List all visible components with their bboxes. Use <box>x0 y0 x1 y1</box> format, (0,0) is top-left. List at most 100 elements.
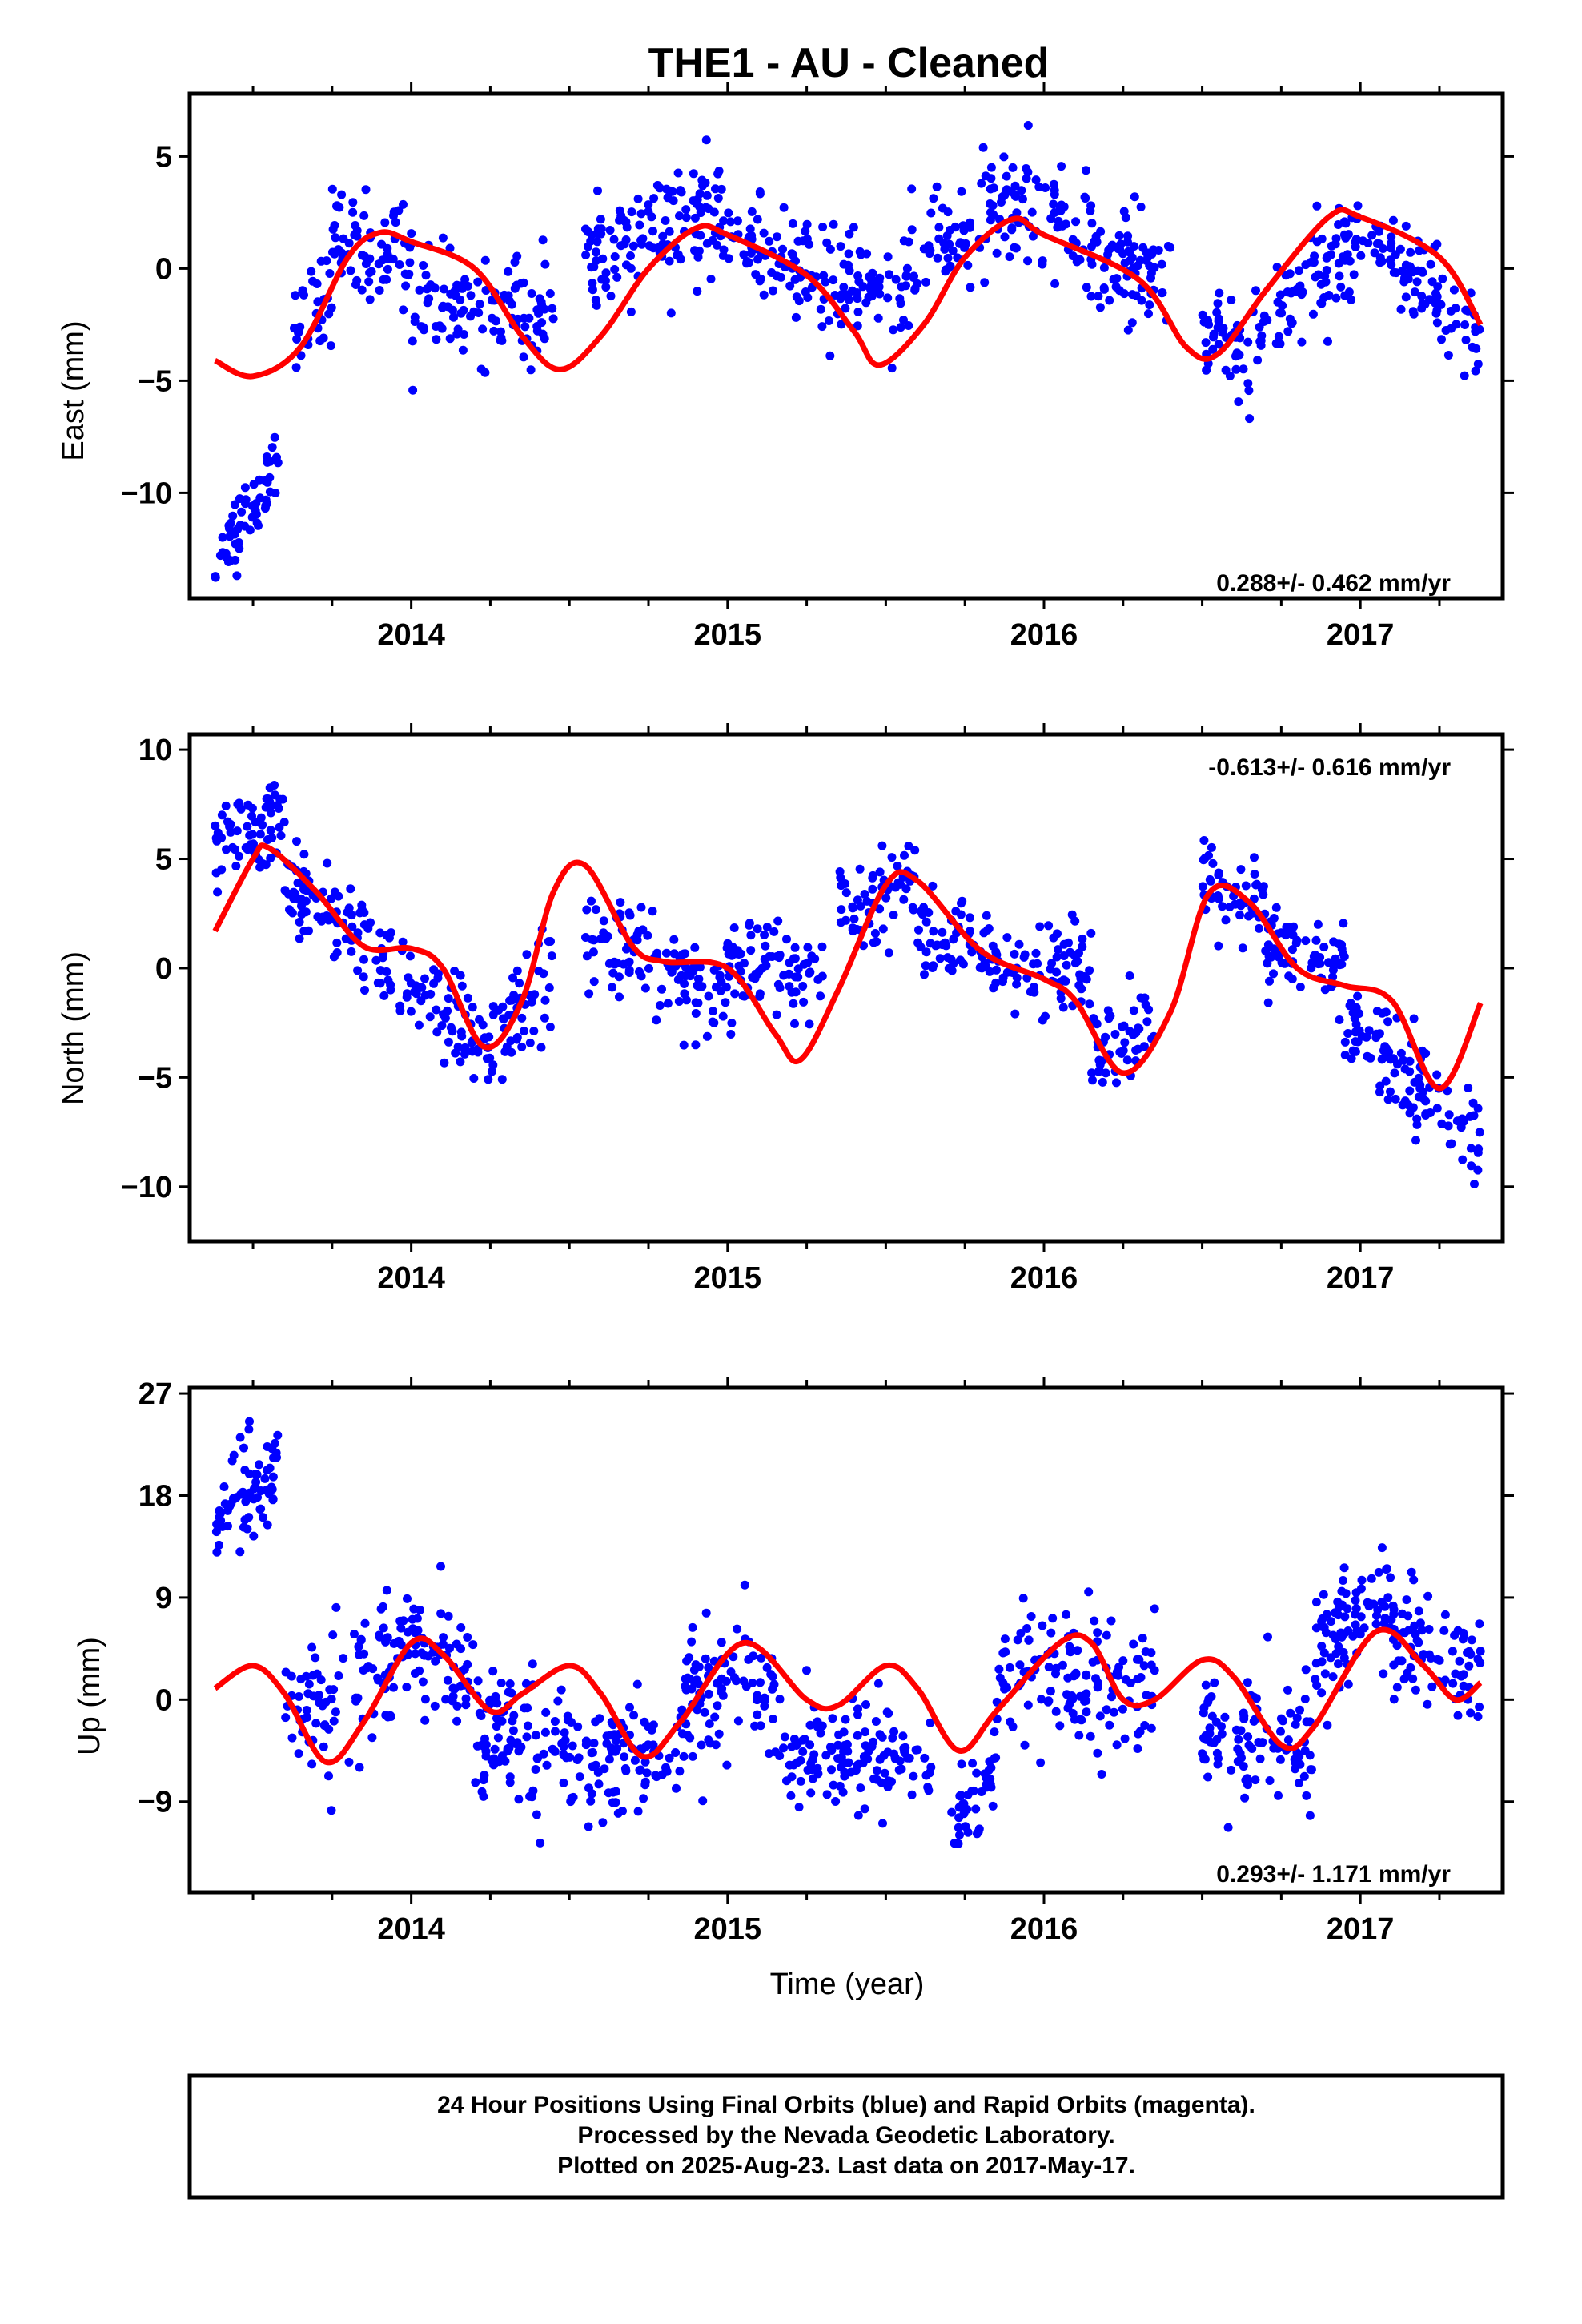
up-data-point <box>903 1753 913 1763</box>
up-data-point <box>249 1494 259 1504</box>
north-data-point <box>1002 933 1012 943</box>
up-data-point <box>1383 1564 1391 1574</box>
east-data-point <box>669 196 678 206</box>
up-data-point <box>567 1718 576 1727</box>
up-data-point <box>560 1728 569 1738</box>
east-data-point <box>837 290 846 300</box>
up-data-point <box>1274 1791 1283 1800</box>
up-data-point <box>620 1752 629 1762</box>
up-data-point <box>319 1742 328 1751</box>
up-data-point <box>1302 1791 1311 1800</box>
north-data-point <box>805 968 814 978</box>
up-data-point <box>899 1743 909 1753</box>
up-data-point <box>412 1614 422 1623</box>
east-data-point <box>1312 237 1322 247</box>
north-data-point <box>640 983 650 993</box>
north-data-point <box>1052 952 1062 962</box>
up-data-point <box>430 1701 440 1711</box>
east-data-point <box>245 525 255 535</box>
east-data-point <box>232 571 242 581</box>
north-data-point <box>947 966 957 975</box>
up-data-point <box>1317 1688 1327 1698</box>
up-data-point <box>1467 1635 1476 1645</box>
north-data-point <box>1117 1049 1126 1058</box>
east-data-point <box>981 171 990 181</box>
north-data-point <box>231 862 241 870</box>
east-data-point <box>1253 356 1263 365</box>
up-data-point <box>1343 1679 1353 1689</box>
up-data-point <box>1317 1617 1327 1626</box>
east-data-point <box>772 271 781 281</box>
north-data-point <box>1375 1029 1384 1039</box>
east-data-point <box>1353 201 1363 211</box>
east-data-point <box>1239 364 1248 374</box>
east-data-point <box>779 203 789 212</box>
north-data-point <box>517 1042 527 1051</box>
north-data-point <box>360 986 369 995</box>
north-rate-label: -0.613+/- 0.616 mm/yr <box>1208 754 1451 781</box>
east-data-point <box>1198 310 1207 320</box>
north-data-point <box>243 822 252 831</box>
up-data-point <box>1086 1731 1095 1741</box>
up-data-point <box>816 1728 825 1738</box>
north-data-point <box>1319 943 1329 952</box>
up-data-point <box>1112 1740 1122 1750</box>
up-data-point <box>834 1730 844 1739</box>
north-data-point <box>211 834 221 843</box>
north-data-point <box>785 982 794 991</box>
up-data-point <box>1439 1626 1449 1635</box>
up-data-point <box>268 1472 278 1482</box>
north-data-point <box>726 1030 736 1039</box>
east-data-point <box>327 184 337 194</box>
east-data-point <box>237 507 247 517</box>
east-data-point <box>1387 232 1396 242</box>
up-data-point <box>1075 1691 1085 1701</box>
up-data-point <box>1251 1775 1260 1785</box>
north-data-point <box>1056 994 1066 1003</box>
east-data-point <box>307 267 316 276</box>
north-data-point <box>711 983 721 992</box>
east-data-point <box>1451 304 1460 313</box>
north-data-point <box>636 903 646 912</box>
up-data-point <box>220 1499 230 1509</box>
north-data-point <box>977 963 986 973</box>
north-data-point <box>330 887 339 897</box>
north-data-point <box>366 918 375 927</box>
up-data-point <box>1423 1591 1433 1601</box>
north-data-point <box>398 937 408 947</box>
north-data-point <box>1383 1095 1393 1104</box>
north-data-point <box>429 965 439 975</box>
east-data-point <box>921 277 930 287</box>
up-data-point <box>1217 1722 1226 1731</box>
north-data-point <box>1468 1098 1478 1108</box>
north-data-point <box>856 901 865 911</box>
east-data-point <box>315 336 325 346</box>
east-data-point <box>540 259 550 269</box>
north-data-point <box>893 862 902 870</box>
up-data-point <box>1305 1811 1315 1820</box>
up-data-point <box>304 1679 314 1689</box>
up-data-point <box>675 1767 685 1776</box>
east-data-point <box>1356 251 1366 260</box>
up-data-point <box>522 1732 532 1742</box>
east-data-point <box>909 273 918 282</box>
east-data-point <box>948 246 958 255</box>
east-data-point <box>790 275 800 284</box>
up-data-point <box>789 1760 798 1770</box>
east-data-point <box>693 287 702 296</box>
up-data-point <box>629 1711 639 1720</box>
up-data-point <box>461 1694 471 1703</box>
north-data-point <box>1134 1024 1144 1034</box>
north-data-point <box>900 850 909 860</box>
east-panel: East (mm) 0.288+/- 0.462 mm/yr 50−10−520… <box>57 82 1514 652</box>
north-data-point <box>691 1040 701 1050</box>
east-data-point <box>1331 234 1341 243</box>
up-data-point <box>837 1753 846 1762</box>
up-data-point <box>270 1438 279 1448</box>
north-data-point <box>520 1027 528 1035</box>
up-data-point <box>977 1787 986 1796</box>
up-data-point <box>296 1675 306 1684</box>
east-data-point <box>681 205 691 215</box>
north-data-point <box>1343 1029 1353 1038</box>
up-data-point <box>1301 1665 1311 1675</box>
